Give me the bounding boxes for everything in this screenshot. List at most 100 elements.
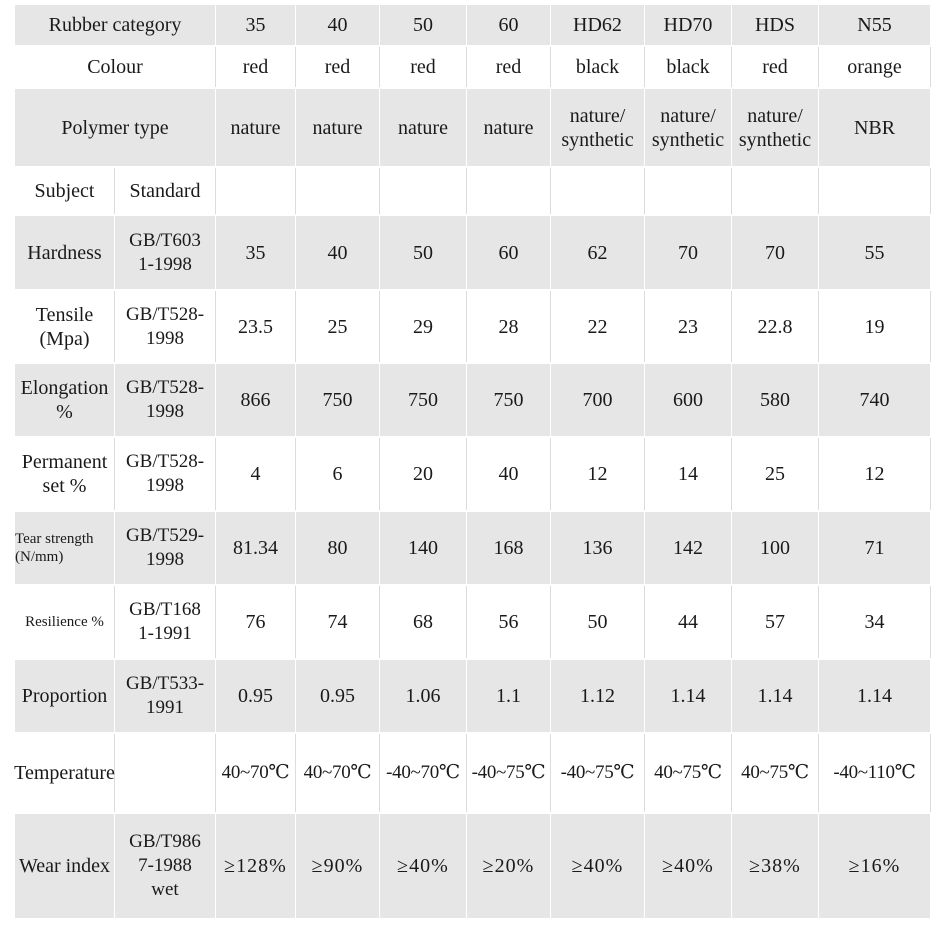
property-row: Permanent set % GB/T528- 1998 4 6 20 40 12 14 25…: [15, 438, 931, 510]
colour-value-cell: orange: [819, 47, 931, 87]
subject-column-header: Subject: [15, 168, 115, 214]
property-value-cell: -40~75℃: [551, 734, 645, 812]
property-value-cell: 142: [645, 512, 732, 584]
property-value-cell: 580: [732, 364, 819, 436]
property-value-cell: ≥40%: [380, 814, 467, 918]
colour-value-cell: red: [732, 47, 819, 87]
property-name-cell: Hardness: [15, 216, 115, 289]
polymer-type-cell: nature: [216, 89, 296, 166]
property-value-cell: 136: [551, 512, 645, 584]
property-value-cell: ≥40%: [551, 814, 645, 918]
property-value-cell: 700: [551, 364, 645, 436]
property-name-cell: Tear strength (N/mm): [15, 512, 115, 584]
property-value-cell: 600: [645, 364, 732, 436]
polymer-type-cell: nature/ synthetic: [732, 89, 819, 166]
polymer-type-cell: NBR: [819, 89, 931, 166]
property-value-cell: 55: [819, 216, 931, 289]
polymer-type-cell: nature/ synthetic: [645, 89, 732, 166]
property-value-cell: 750: [467, 364, 551, 436]
property-value-cell: 34: [819, 586, 931, 658]
property-standard-cell: GB/T986 7-1988 wet: [115, 814, 216, 918]
property-value-cell: 1.1: [467, 660, 551, 732]
header-row: Rubber category 35 40 50 60 HD62 HD70 HDS N55: [15, 5, 931, 45]
property-row: Proportion GB/T533- 1991 0.95 0.95 1.06 1.1 1.…: [15, 660, 931, 732]
property-row: Hardness GB/T603 1-1998 35 40 50 60 62 70 70 55: [15, 216, 931, 289]
empty-cell: [380, 168, 467, 214]
property-value-cell: 62: [551, 216, 645, 289]
property-row: Tear strength (N/mm) GB/T529- 1998 81.34 80…: [15, 512, 931, 584]
property-value-cell: 22.8: [732, 291, 819, 362]
property-value-cell: 80: [296, 512, 380, 584]
property-value-cell: 40~70℃: [216, 734, 296, 812]
property-value-cell: 28: [467, 291, 551, 362]
property-row: Elongation % GB/T528- 1998 866 750 750 750 700…: [15, 364, 931, 436]
property-value-cell: ≥40%: [645, 814, 732, 918]
property-value-cell: 57: [732, 586, 819, 658]
property-standard-cell: GB/T168 1-1991: [115, 586, 216, 658]
colour-value-cell: black: [551, 47, 645, 87]
property-value-cell: 76: [216, 586, 296, 658]
colour-value-cell: black: [645, 47, 732, 87]
property-value-cell: 70: [645, 216, 732, 289]
property-value-cell: 44: [645, 586, 732, 658]
property-value-cell: 29: [380, 291, 467, 362]
property-value-cell: 50: [551, 586, 645, 658]
empty-cell: [732, 168, 819, 214]
property-value-cell: 40: [296, 216, 380, 289]
property-value-cell: 20: [380, 438, 467, 510]
category-header-cell: 60: [467, 5, 551, 45]
property-value-cell: 6: [296, 438, 380, 510]
property-value-cell: ≥90%: [296, 814, 380, 918]
property-value-cell: 56: [467, 586, 551, 658]
category-header-cell: 35: [216, 5, 296, 45]
category-header-cell: HD70: [645, 5, 732, 45]
property-value-cell: 168: [467, 512, 551, 584]
property-value-cell: 1.14: [732, 660, 819, 732]
property-value-cell: 0.95: [296, 660, 380, 732]
property-value-cell: 23: [645, 291, 732, 362]
property-name-cell: Temperature: [14, 734, 115, 812]
property-row: Wear index GB/T986 7-1988 wet ≥128% ≥90% ≥40…: [15, 814, 931, 918]
category-header-cell: N55: [819, 5, 931, 45]
property-value-cell: 750: [296, 364, 380, 436]
polymer-type-cell: nature/ synthetic: [551, 89, 645, 166]
colour-value-cell: red: [380, 47, 467, 87]
property-value-cell: 1.06: [380, 660, 467, 732]
category-header-cell: HDS: [732, 5, 819, 45]
property-name-cell: Wear index: [15, 814, 115, 918]
category-header-cell: HD62: [551, 5, 645, 45]
property-row: Tensile (Mpa) GB/T528- 1998 23.5 25 29 28 22 23…: [15, 291, 931, 362]
property-value-cell: 12: [819, 438, 931, 510]
polymer-type-row: Polymer type nature nature nature nature natu…: [15, 89, 931, 166]
property-value-cell: ≥20%: [467, 814, 551, 918]
polymer-type-cell: nature: [296, 89, 380, 166]
property-value-cell: 0.95: [216, 660, 296, 732]
property-standard-cell: GB/T528- 1998: [115, 438, 216, 510]
property-name-cell: Proportion: [15, 660, 115, 732]
property-value-cell: 12: [551, 438, 645, 510]
property-value-cell: ≥38%: [732, 814, 819, 918]
property-value-cell: 1.14: [645, 660, 732, 732]
property-standard-cell: GB/T529- 1998: [115, 512, 216, 584]
property-value-cell: 1.14: [819, 660, 931, 732]
property-value-cell: 23.5: [216, 291, 296, 362]
empty-cell: [216, 168, 296, 214]
property-value-cell: 14: [645, 438, 732, 510]
property-row: Resilience % GB/T168 1-1991 76 74 68 56 50 44 57…: [15, 586, 931, 658]
property-value-cell: 19: [819, 291, 931, 362]
colour-label: Colour: [15, 47, 216, 87]
empty-cell: [551, 168, 645, 214]
empty-cell: [296, 168, 380, 214]
property-value-cell: 40: [467, 438, 551, 510]
property-value-cell: 60: [467, 216, 551, 289]
property-name-cell: Elongation %: [15, 364, 115, 436]
property-value-cell: 40~75℃: [732, 734, 819, 812]
property-value-cell: ≥128%: [216, 814, 296, 918]
property-value-cell: -40~75℃: [467, 734, 551, 812]
empty-cell: [645, 168, 732, 214]
standard-column-header: Standard: [115, 168, 216, 214]
property-value-cell: 25: [732, 438, 819, 510]
property-name-cell: Tensile (Mpa): [15, 291, 115, 362]
polymer-type-label: Polymer type: [15, 89, 216, 166]
empty-cell: [819, 168, 931, 214]
